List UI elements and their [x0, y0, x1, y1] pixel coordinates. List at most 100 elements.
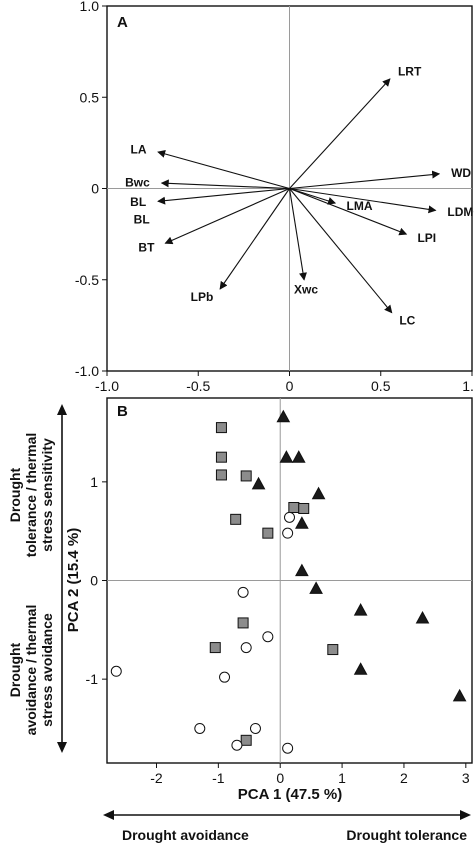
- panel-a-x-tick-label: 1.0: [462, 378, 474, 394]
- scatter-point-triangle: [353, 662, 368, 675]
- panel-b-y-axis-title: PCA 2 (15.4 %): [65, 528, 82, 632]
- y-side-label-top-line-2: tolerance / thermal: [23, 433, 39, 558]
- panel-a-y-tick-label: 0: [91, 181, 99, 197]
- vector-arrow-bt: [164, 187, 290, 245]
- panel-b-y-tick-label: -1: [86, 671, 99, 687]
- vector-arrow-lrt: [289, 78, 391, 189]
- panel-b-scatter-points: [110, 409, 467, 754]
- vector-label-bwc: Bwc: [125, 176, 150, 190]
- scatter-point-circle: [282, 742, 294, 754]
- y-side-label-bottom-line-1: Drought: [7, 642, 23, 697]
- panel-a-y-axis-ticks: 1.0 0.5 0 -0.5 -1.0: [75, 0, 107, 379]
- scatter-point-square: [230, 513, 242, 525]
- scatter-point-triangle: [295, 563, 309, 577]
- panel-b-y-tick-label: 1: [90, 474, 98, 490]
- y-side-label-top-line-1: Drought: [7, 467, 23, 522]
- x-direction-arrow-head-left: [103, 810, 114, 820]
- x-side-label-left: Drought avoidance: [122, 827, 249, 843]
- vector-arrow-bwc: [160, 179, 290, 190]
- panel-b-x-tick-label: 2: [400, 770, 408, 786]
- scatter-point-square: [327, 644, 339, 656]
- y-direction-arrow-head-bottom: [57, 742, 67, 753]
- scatter-point-circle: [110, 665, 122, 677]
- panel-a-label: A: [117, 14, 128, 31]
- vector-arrow-bl: [157, 187, 290, 205]
- scatter-point-circle: [194, 722, 206, 734]
- panel-b-y-axis-ticks: 1 0 -1: [86, 474, 107, 687]
- y-side-label-bottom-line-2: avoidance / thermal: [23, 605, 39, 736]
- panel-b-x-axis-ticks: -2 -1 0 1 2 3: [150, 763, 470, 786]
- panel-a-y-tick-label: -0.5: [75, 272, 99, 288]
- scatter-point-triangle: [251, 476, 266, 490]
- panel-b-x-tick-label: -1: [212, 770, 225, 786]
- panel-b-x-tick-label: 3: [462, 770, 470, 786]
- vector-label-lpb: LPb: [191, 290, 214, 304]
- panel-a-x-tick-label: -1.0: [95, 378, 119, 394]
- panel-b-x-axis-title: PCA 1 (47.5 %): [238, 786, 342, 803]
- scatter-point-circle: [282, 527, 294, 539]
- scatter-point-triangle: [452, 688, 467, 702]
- scatter-point-square: [215, 422, 227, 434]
- scatter-point-square: [240, 734, 252, 746]
- scatter-point-circle: [231, 739, 243, 751]
- scatter-point-triangle: [295, 516, 309, 529]
- panel-a-x-tick-label: 0: [286, 378, 294, 394]
- scatter-point-circle: [219, 671, 231, 683]
- panel-a-loading-vectors: LRT WD LDMC LPI LMA LC Xwc LPb BT BL Bwc LA BL: [125, 65, 474, 328]
- panel-b-x-tick-label: 0: [276, 770, 284, 786]
- panel-b-x-tick-label: 1: [338, 770, 346, 786]
- panel-b-x-tick-label: -2: [150, 770, 163, 786]
- vector-label-lc: LC: [399, 313, 415, 327]
- panel-a-y-tick-label: 0.5: [80, 89, 100, 105]
- panel-b: B -2 -1 0 1 2 3 1 0 -1 PCA 1 (47.5 %) PCA 2 (15…: [7, 397, 473, 843]
- vector-arrow-lc: [289, 188, 393, 314]
- scatter-point-triangle: [309, 581, 323, 594]
- scatter-point-triangle: [353, 603, 368, 616]
- vector-arrow-la: [157, 150, 290, 190]
- y-direction-arrow-head-top: [57, 404, 67, 415]
- x-side-label-right: Drought tolerance: [346, 827, 467, 843]
- scatter-point-circle: [262, 631, 274, 643]
- vector-arrow-lma: [289, 187, 337, 205]
- panel-b-label: B: [117, 403, 128, 420]
- vector-label-lrt: LRT: [398, 65, 422, 79]
- vector-label-lpi: LPI: [417, 231, 436, 245]
- y-side-label-top-line-3: stress sensitivity: [39, 438, 55, 552]
- y-side-label-bottom-line-3: stress avoidance: [39, 613, 55, 727]
- panel-b-y-tick-label: 0: [90, 573, 98, 589]
- scatter-point-square: [209, 642, 221, 654]
- scatter-point-circle: [284, 511, 295, 523]
- scatter-point-square: [215, 469, 227, 481]
- vector-label-la: LA: [131, 142, 147, 156]
- vector-arrow-wd: [289, 170, 441, 190]
- scatter-point-circle: [240, 642, 252, 654]
- panel-b-reference-lines: [107, 398, 472, 763]
- scatter-point-triangle: [311, 486, 326, 500]
- scatter-point-square: [215, 451, 227, 463]
- vector-label-bt: BT: [138, 240, 155, 254]
- x-direction-arrow-head-right: [460, 810, 471, 820]
- scatter-point-circle: [237, 586, 249, 598]
- panel-a-x-tick-label: -0.5: [186, 378, 210, 394]
- panel-a-y-tick-label: -1.0: [75, 363, 99, 379]
- vector-arrow-lpi: [289, 187, 408, 236]
- vector-label-lma: LMA: [347, 199, 373, 213]
- vector-label-wd: WD: [451, 166, 471, 180]
- vector-arrow-xwc: [288, 188, 307, 281]
- scatter-point-triangle: [415, 610, 430, 624]
- scatter-point-triangle: [279, 450, 294, 463]
- vector-label-xwc: Xwc: [294, 283, 318, 297]
- scatter-point-triangle: [291, 450, 306, 463]
- vector-label-ldmc: LDMC: [447, 205, 474, 219]
- vector-label-bl: BL: [130, 195, 146, 209]
- scatter-point-square: [298, 502, 310, 514]
- y-side-label-top: Drought tolerance / thermal stress sensi…: [7, 433, 55, 558]
- panel-a-x-axis-ticks: -1.0 -0.5 0 0.5 1.0: [95, 371, 474, 394]
- vector-arrow-ldmc: [289, 187, 437, 214]
- scatter-point-square: [237, 617, 249, 629]
- scatter-point-triangle: [276, 409, 291, 423]
- panel-a: A LRT WD LDMC LPI LMA LC Xwc LPb BT BL Bwc LA BL -1.…: [75, 0, 474, 394]
- scatter-point-square: [262, 527, 274, 539]
- vector-arrow-lpb: [219, 188, 290, 290]
